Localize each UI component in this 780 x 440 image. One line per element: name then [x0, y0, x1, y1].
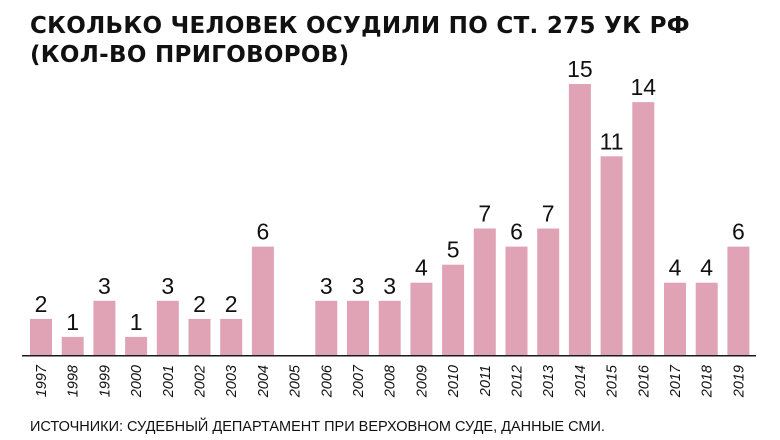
value-label-1999: 3 [98, 273, 111, 299]
chart-title-line-2: (КОЛ-ВО ПРИГОВОРОВ) [30, 42, 350, 68]
bar-2009 [410, 282, 433, 355]
x-tick-label-2011: 2011 [478, 365, 494, 397]
bar-2015 [600, 156, 623, 355]
x-tick-label-2000: 2000 [129, 365, 145, 398]
x-tick-label-2016: 2016 [636, 364, 652, 398]
value-label-2003: 2 [225, 291, 238, 317]
bar-2006 [315, 300, 338, 355]
x-tick-label-2019: 2019 [731, 365, 747, 398]
bar-2002 [188, 318, 211, 355]
bar-2004 [251, 246, 274, 355]
value-label-2018: 4 [700, 255, 713, 281]
bar-2018 [695, 282, 718, 355]
x-tick-label-2005: 2005 [288, 364, 304, 398]
value-label-2006: 3 [320, 273, 333, 299]
value-label-2009: 4 [415, 255, 428, 281]
value-label-2013: 7 [542, 201, 555, 227]
value-label-2016: 14 [631, 74, 657, 100]
x-tick-label-2018: 2018 [700, 365, 716, 398]
x-tick-label-2009: 2009 [414, 365, 430, 398]
x-tick-label-2002: 2002 [193, 365, 209, 398]
value-label-2019: 6 [732, 219, 745, 245]
chart-title-line-1: СКОЛЬКО ЧЕЛОВЕК ОСУДИЛИ ПО СТ. 275 УК РФ [30, 13, 690, 39]
x-tick-label-2003: 2003 [224, 365, 240, 398]
bar-2014 [568, 84, 591, 355]
x-tick-label-2008: 2008 [383, 365, 399, 398]
bar-2019 [727, 246, 750, 355]
value-label-2001: 3 [161, 273, 174, 299]
bar-2008 [378, 300, 401, 355]
value-label-2015: 11 [600, 128, 624, 154]
bar-2017 [664, 282, 686, 355]
value-label-2002: 2 [193, 291, 206, 317]
value-label-2014: 15 [567, 56, 593, 82]
bars-group [30, 84, 750, 355]
bar-2012 [505, 246, 528, 355]
bar-2013 [537, 228, 560, 355]
chart-title: СКОЛЬКО ЧЕЛОВЕК ОСУДИЛИ ПО СТ. 275 УК РФ… [30, 12, 750, 70]
bar-1998 [61, 336, 84, 355]
x-tick-label-2012: 2012 [510, 365, 526, 398]
x-tick-label-1997: 1997 [34, 364, 50, 397]
x-tick-labels-group: 1997 1998 1999 2000 2001 2002 2003 2004 2005 2006… [34, 364, 747, 398]
x-tick-label-2014: 2014 [573, 365, 589, 398]
value-label-2010: 5 [447, 237, 460, 263]
bar-2016 [632, 102, 655, 355]
x-tick-label-2013: 2013 [541, 365, 557, 398]
bar-2010 [442, 264, 465, 355]
x-tick-label-2006: 2006 [319, 364, 335, 398]
bar-2003 [220, 318, 243, 355]
value-label-2007: 3 [352, 273, 365, 299]
x-tick-label-2004: 2004 [256, 365, 272, 398]
value-label-2004: 6 [257, 219, 270, 245]
x-tick-label-2017: 2017 [668, 364, 684, 398]
bar-1999 [93, 300, 116, 355]
x-tick-label-1998: 1998 [66, 365, 82, 397]
x-tick-label-2007: 2007 [351, 364, 367, 398]
value-label-2011: 7 [478, 201, 491, 227]
x-tick-label-2015: 2015 [605, 364, 621, 398]
x-tick-label-1999: 1999 [97, 365, 113, 397]
bar-2000 [125, 336, 148, 355]
bar-2007 [347, 300, 369, 355]
value-label-1997: 2 [35, 291, 48, 317]
value-label-2017: 4 [669, 255, 682, 281]
bar-2001 [156, 300, 179, 355]
value-label-2012: 6 [510, 219, 523, 245]
source-note: ИСТОЧНИКИ: СУДЕБНЫЙ ДЕПАРТАМЕНТ ПРИ ВЕРХ… [30, 419, 605, 435]
bar-1997 [30, 318, 52, 355]
value-label-2008: 3 [383, 273, 396, 299]
value-label-2000: 1 [130, 309, 143, 335]
bar-2011 [473, 228, 496, 355]
x-tick-label-2001: 2001 [161, 365, 177, 398]
x-tick-label-2010: 2010 [446, 365, 462, 398]
value-label-1998: 1 [66, 309, 79, 335]
